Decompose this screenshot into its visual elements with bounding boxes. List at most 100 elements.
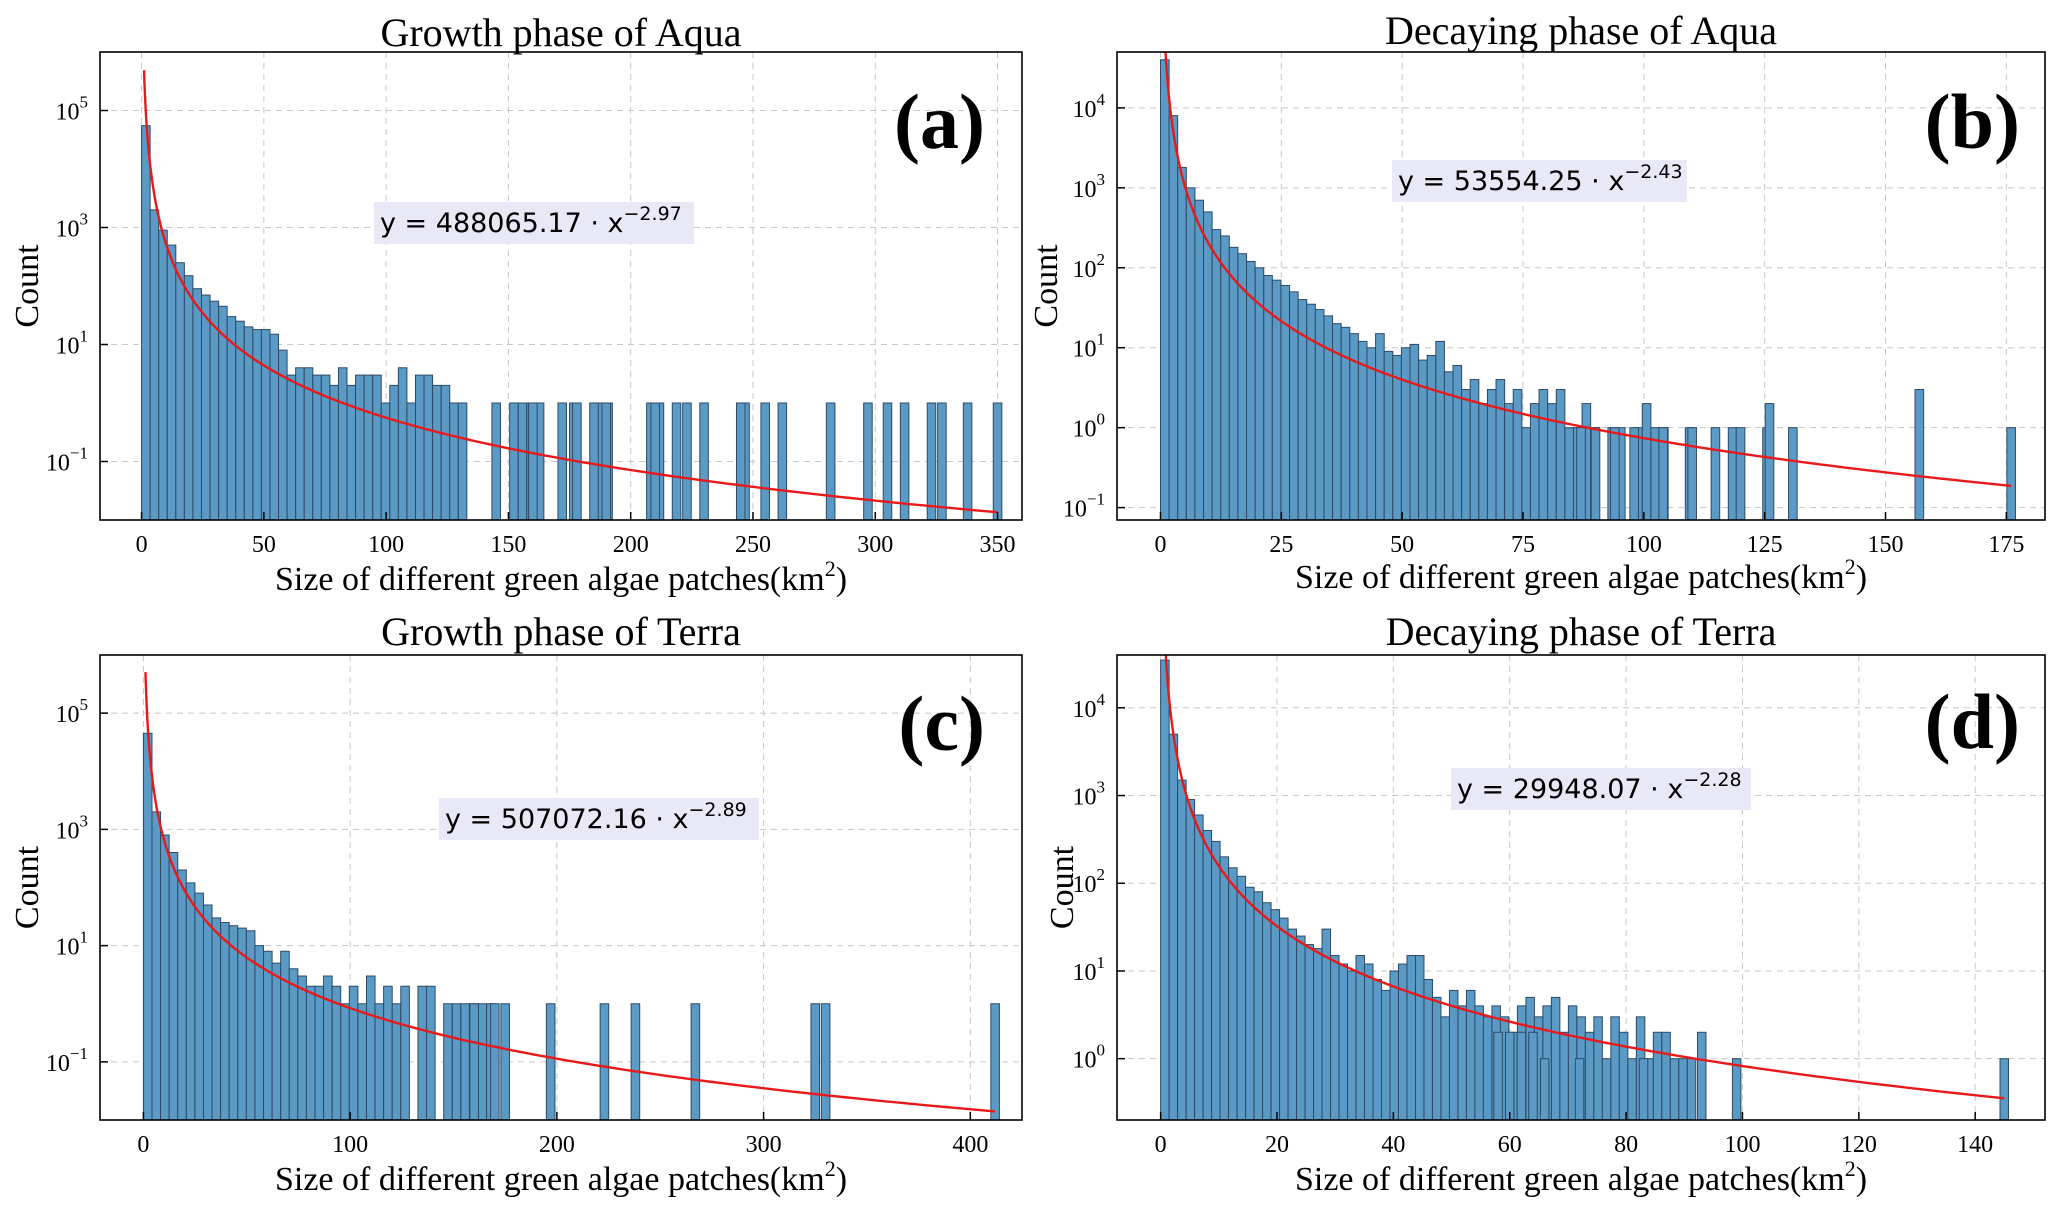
x-tick-label: 150 — [1868, 532, 1904, 558]
histogram-bar — [406, 402, 416, 521]
histogram-bar — [1202, 829, 1213, 1121]
x-tick-label: 120 — [1841, 1132, 1877, 1158]
y-tick-exponent: −1 — [1087, 490, 1105, 509]
x-axis-label-superscript: 2 — [1845, 1156, 1856, 1181]
y-tick-label: 10−1 — [46, 1044, 88, 1077]
histogram-bar — [1452, 364, 1463, 521]
histogram-bar — [1504, 1031, 1515, 1121]
fit-equation-exponent: −2.43 — [1624, 161, 1682, 183]
histogram-bar — [990, 1003, 1000, 1121]
histogram-bar — [1177, 166, 1187, 521]
histogram-bar — [1304, 944, 1315, 1121]
x-tick-label: 140 — [1957, 1132, 1993, 1158]
fit-equation: y = 29948.07 · x−2.28 — [1457, 769, 1742, 805]
histogram-bar — [383, 985, 393, 1121]
histogram-bar — [777, 402, 788, 521]
y-tick-exponent: −1 — [70, 1044, 88, 1063]
histogram-bar — [1627, 1058, 1637, 1121]
y-tick-exponent: 1 — [1097, 953, 1106, 972]
y-tick-base: 10 — [1073, 697, 1097, 723]
histogram-bar — [1788, 427, 1798, 521]
x-tick-label: 50 — [1390, 532, 1414, 558]
y-tick-base: 10 — [56, 217, 80, 243]
plot-frame — [99, 654, 1023, 1121]
histogram-bar — [992, 402, 1003, 521]
histogram-bar — [340, 1003, 350, 1121]
histogram-bar — [365, 975, 376, 1121]
x-axis-label: Size of different green algae patches(km… — [275, 556, 847, 598]
x-tick-label: 100 — [1724, 1132, 1760, 1158]
chart-title: Growth phase of Terra — [381, 609, 741, 654]
chart-panel-b: 0 25 50 75 100 125 150 17510410310210110010−1De… — [1028, 8, 2046, 596]
histogram-bar — [1330, 955, 1340, 1121]
histogram-bar — [1287, 928, 1298, 1121]
equation-box — [1392, 160, 1687, 202]
x-tick-label: 300 — [857, 532, 893, 558]
histogram-bar — [1529, 403, 1540, 521]
histogram-bar — [500, 1003, 510, 1121]
chart-title: Decaying phase of Terra — [1386, 609, 1777, 654]
x-axis-label-text: Size of different green algae patches(km — [1295, 559, 1845, 596]
x-axis-label-text: Size of different green algae patches(km — [275, 561, 825, 598]
histogram-bar — [1357, 340, 1368, 521]
histogram-bar — [2006, 427, 2016, 521]
equation-box — [439, 798, 759, 840]
histogram-bar — [1486, 389, 1497, 521]
y-tick-base: 10 — [46, 451, 70, 477]
histogram-bar — [220, 921, 230, 1121]
histogram-bar — [1710, 427, 1721, 521]
histogram-bar — [414, 374, 425, 521]
histogram-bar — [1538, 389, 1549, 521]
plot-frame — [1116, 51, 2046, 521]
x-tick-label: 40 — [1381, 1132, 1405, 1158]
histogram-bar — [1366, 347, 1377, 521]
histogram-bar — [1185, 187, 1196, 521]
y-axis-label: Count — [1044, 845, 1081, 929]
histogram-bar — [1448, 989, 1459, 1121]
fit-equation-base: y = 488065.17 · x — [380, 208, 624, 239]
histogram-bar — [286, 374, 297, 521]
histogram-bar — [183, 275, 194, 521]
histogram-bar — [1999, 1058, 2010, 1121]
histogram-bar — [443, 1003, 453, 1121]
histogram-bar — [599, 1003, 610, 1121]
histogram-bar — [432, 384, 442, 521]
histogram-bar — [192, 288, 202, 521]
plot-frame — [99, 51, 1023, 521]
power-law-fit-line — [144, 672, 996, 1113]
x-tick-label: 0 — [1155, 1132, 1167, 1158]
histogram-bar — [589, 402, 599, 521]
histogram-bar — [1528, 1031, 1538, 1121]
x-tick-label: 350 — [980, 532, 1016, 558]
histogram-bar — [1194, 199, 1205, 521]
x-axis-label-close: ) — [836, 561, 847, 598]
histogram-bar — [1177, 779, 1187, 1121]
histogram-bar — [601, 402, 612, 521]
histogram-bar — [937, 402, 947, 521]
histogram-bar — [1555, 389, 1566, 521]
histogram-bar — [1389, 970, 1399, 1121]
histogram-bar — [226, 316, 237, 521]
x-tick-label: 300 — [746, 1132, 782, 1158]
x-tick-label: 175 — [1988, 532, 2024, 558]
histogram-bar — [426, 985, 436, 1121]
x-tick-label: 0 — [1155, 532, 1167, 558]
histogram-bar — [1220, 235, 1230, 521]
x-tick-label: 100 — [332, 1132, 368, 1158]
histogram-bar — [1687, 427, 1697, 521]
power-law-fit-line — [142, 70, 998, 514]
histogram-bar — [194, 892, 204, 1121]
x-axis-label: Size of different green algae patches(km… — [1295, 1156, 1867, 1198]
histogram-bar — [1228, 867, 1238, 1121]
histogram-bar — [477, 1003, 488, 1121]
y-tick-label: 103 — [56, 811, 89, 844]
histogram-bar — [457, 402, 468, 521]
histogram-bar — [1237, 253, 1248, 521]
histogram-bar — [1355, 955, 1366, 1121]
x-tick-label: 200 — [613, 532, 649, 558]
equation-box — [1451, 768, 1751, 810]
panel-label: (a) — [894, 78, 985, 165]
y-tick-exponent: 3 — [80, 811, 89, 830]
x-tick-label: 200 — [539, 1132, 575, 1158]
